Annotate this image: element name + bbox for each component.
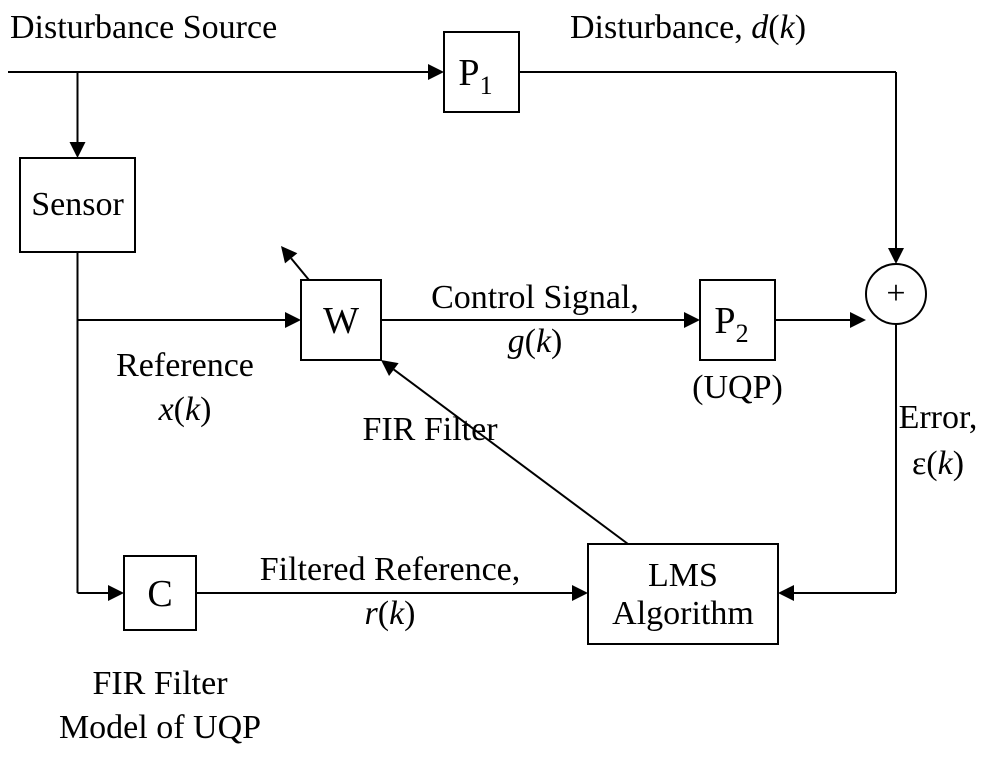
svg-text:Reference: Reference [116, 347, 254, 384]
edge-source-to-p1 [8, 64, 444, 80]
svg-text:Algorithm: Algorithm [612, 595, 754, 632]
svg-text:r(k): r(k) [365, 595, 416, 632]
svg-text:FIR Filter: FIR Filter [92, 665, 228, 702]
svg-text:C: C [147, 573, 172, 615]
edge-sensor-to-w [78, 252, 302, 328]
label-disturbance-source: Disturbance Source [10, 9, 277, 46]
svg-text:Sensor: Sensor [31, 186, 124, 223]
label-reference: Reference x(k) [116, 347, 254, 428]
c-node: C [124, 556, 196, 630]
svg-text:+: + [886, 275, 905, 312]
svg-text:g(k): g(k) [508, 323, 563, 360]
svg-text:Filtered Reference,: Filtered Reference, [260, 551, 521, 588]
p1-node: P1 [444, 32, 519, 112]
label-error: Error, ε(k) [899, 399, 978, 482]
sensor-node: Sensor [20, 158, 135, 252]
svg-text:W: W [323, 300, 359, 342]
p2-node: P2 [700, 280, 775, 360]
label-disturbance: Disturbance, d(k) [570, 9, 806, 46]
svg-text:Control Signal,: Control Signal, [431, 279, 639, 316]
sum-node: + [866, 264, 926, 324]
edge-p2-to-sum [775, 312, 866, 328]
label-fir-model: FIR Filter Model of UQP [59, 665, 261, 746]
svg-text:x(k): x(k) [158, 391, 212, 428]
lms-node: LMSAlgorithm [588, 544, 778, 644]
edge-p1-to-sum [519, 72, 904, 264]
edge-lms-to-w [381, 360, 628, 544]
edge-sum-to-lms [778, 324, 896, 601]
svg-text:Model of UQP: Model of UQP [59, 709, 261, 746]
label-filtered-reference: Filtered Reference, r(k) [260, 551, 521, 632]
edge-w-adaptive-icon [281, 246, 309, 280]
svg-text:Disturbance, d(k): Disturbance, d(k) [570, 9, 806, 46]
svg-text:Error,: Error, [899, 399, 978, 436]
svg-text:LMS: LMS [648, 557, 718, 594]
svg-text:ε(k): ε(k) [912, 445, 964, 482]
label-fir-filter: FIR Filter [362, 411, 498, 448]
label-uqp: (UQP) [692, 369, 783, 406]
w-node: W [301, 280, 381, 360]
edge-source-to-sensor [70, 72, 86, 158]
